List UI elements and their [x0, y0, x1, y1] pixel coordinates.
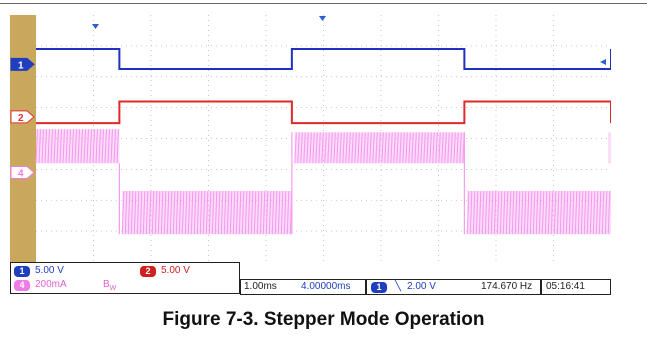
trigger-level-marker-icon — [600, 59, 606, 65]
channel-markers: 1 2 4 — [10, 57, 35, 179]
ch4-ripple — [121, 190, 293, 235]
trigger-box: 1 ╲ 2.00 V 174.670 Hz — [366, 279, 541, 295]
ch4-ripple — [35, 129, 120, 164]
ch4-ripple — [294, 132, 465, 164]
clock-value: 05:16:41 — [546, 281, 585, 292]
ch1-marker-label: 1 — [18, 60, 24, 71]
ch4-badge: 4 — [14, 280, 30, 291]
ch4-marker-label: 4 — [18, 168, 24, 179]
ch1-level-marker: 1 — [10, 57, 35, 71]
ch4-trace — [35, 129, 611, 235]
ch2-level-marker: 2 — [10, 110, 35, 124]
traces — [35, 47, 611, 235]
ch1-scale: 5.00 V — [35, 265, 64, 276]
ch4-ripple — [466, 190, 611, 235]
clock-box: 05:16:41 — [541, 279, 611, 295]
trigger-slope-icon: ╲ — [395, 281, 402, 292]
ch4-scale: 200mA — [35, 279, 67, 290]
ch4-level-marker: 4 — [10, 165, 35, 179]
ch2-marker-label: 2 — [18, 113, 24, 124]
bandwidth-limit-label: BW — [103, 279, 117, 292]
ch2-scale: 5.00 V — [161, 265, 190, 276]
waveform-plot: 1 2 4 — [10, 15, 611, 298]
ch2-marker-shape — [10, 110, 35, 124]
ch4-marker-shape — [10, 165, 35, 179]
trigger-position-marker-icon — [92, 24, 99, 29]
ch2-badge: 2 — [140, 266, 156, 277]
ch2-trace — [36, 100, 611, 125]
timebase-box: 1.00ms 4.00000ms — [240, 279, 366, 295]
ch1-marker-shape — [10, 57, 35, 71]
graticule — [36, 15, 611, 262]
figure-caption: Figure 7-3. Stepper Mode Operation — [162, 309, 485, 330]
top-rule — [0, 3, 647, 4]
oscilloscope-screen: 1 2 4 1 5.00 V 2 5.00 V 4 200mA BW 1.00ms … — [10, 15, 611, 298]
trigger-channel-badge: 1 — [371, 282, 387, 293]
ch4-envelope — [608, 132, 611, 164]
channel-scale-box: 1 5.00 V 2 5.00 V 4 200mA BW — [10, 262, 240, 294]
center-marker-icon — [319, 16, 326, 21]
trigger-frequency: 174.670 Hz — [481, 281, 533, 292]
timebase-value: 1.00ms — [244, 281, 277, 292]
delay-value: 4.00000ms — [301, 281, 351, 292]
left-bezel — [10, 15, 36, 270]
trigger-level: 2.00 V — [407, 281, 436, 292]
ch1-badge: 1 — [14, 266, 30, 277]
ch1-trace — [36, 47, 611, 71]
